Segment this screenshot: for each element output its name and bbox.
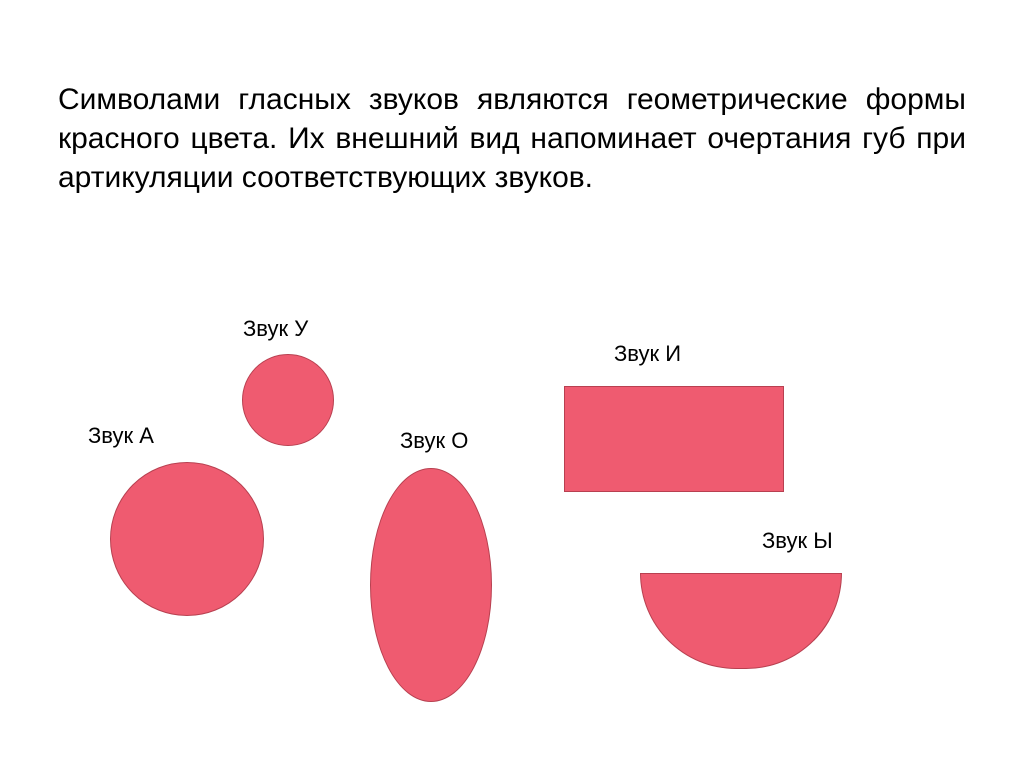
shape-sound-y [640,573,842,669]
slide: Символами гласных звуков являются геомет… [0,0,1024,767]
shape-sound-o [370,468,492,702]
description-text: Символами гласных звуков являются геомет… [58,80,966,197]
label-sound-y: Звук Ы [762,528,833,554]
label-sound-a: Звук А [88,423,154,449]
shape-sound-i [564,386,784,492]
shape-sound-u [242,354,334,446]
label-sound-u: Звук У [243,316,308,342]
shape-sound-a [110,462,264,616]
label-sound-o: Звук О [400,428,468,454]
label-sound-i: Звук И [614,341,681,367]
